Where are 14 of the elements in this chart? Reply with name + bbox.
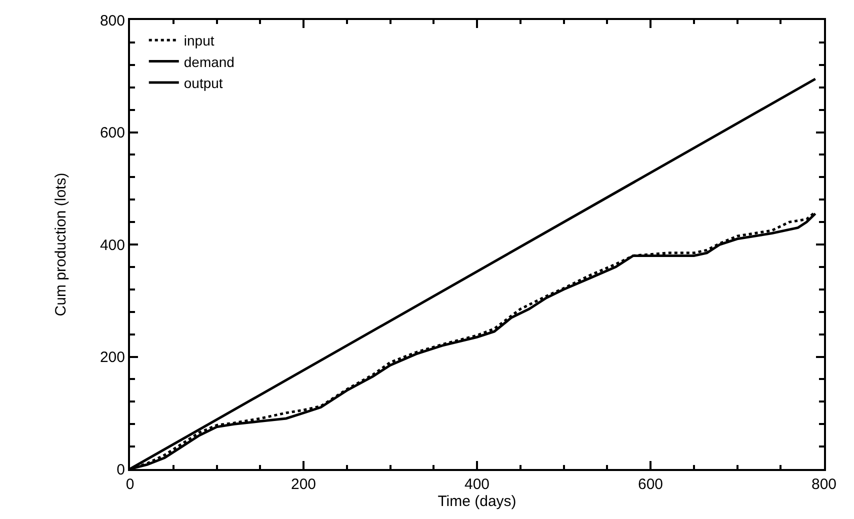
y-tick-label: 600 — [100, 124, 125, 142]
y-tick-label: 800 — [100, 12, 125, 30]
x-tick-label: 400 — [464, 476, 490, 493]
legend-label: input — [184, 32, 214, 49]
x-tick-label: 800 — [811, 476, 837, 493]
y-tick-label: 400 — [100, 236, 125, 254]
x-tick-label: 200 — [290, 476, 316, 493]
y-axis-title: Cum production (lots) — [52, 172, 70, 316]
legend-label: output — [184, 74, 223, 91]
y-tick-label: 200 — [100, 349, 125, 366]
legend-label: demand — [184, 54, 234, 70]
x-axis-title: Time (days) — [438, 493, 516, 510]
y-tick-label: 0 — [116, 461, 125, 478]
x-tick-label: 600 — [638, 476, 664, 493]
